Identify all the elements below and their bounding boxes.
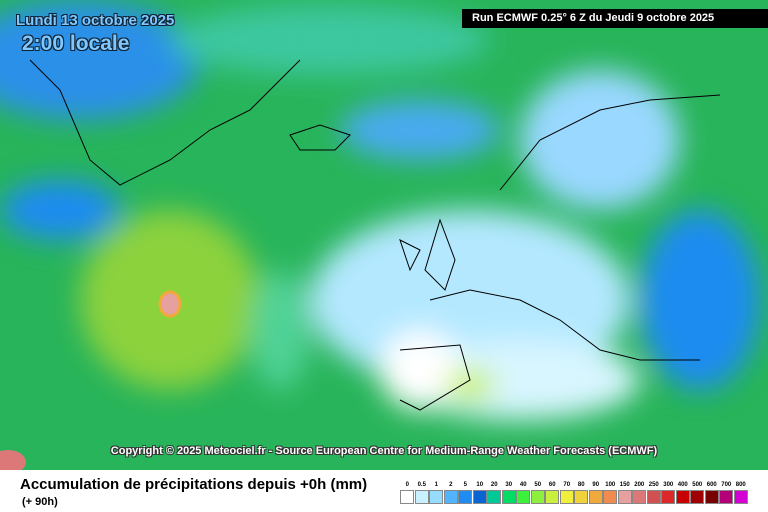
legend-item: 1 — [429, 481, 444, 504]
map-title: Accumulation de précipitations depuis +0… — [20, 476, 368, 493]
legend-item: 2 — [443, 481, 459, 504]
legend-label: 40 — [519, 482, 527, 488]
legend-swatch — [704, 490, 719, 504]
legend-label: 700 — [721, 482, 732, 488]
legend-swatch — [501, 490, 516, 504]
legend-item: 50 — [530, 481, 546, 504]
legend-swatch — [690, 490, 705, 504]
legend-label: 30 — [505, 482, 513, 488]
legend-item: 90 — [588, 481, 604, 504]
legend-label: 300 — [663, 482, 674, 488]
legend-item: 300 — [661, 481, 676, 504]
legend-item: 150 — [617, 481, 633, 504]
legend-label: 70 — [563, 482, 571, 488]
legend-swatch — [719, 490, 734, 504]
legend-swatch — [530, 490, 545, 504]
legend-item: 600 — [704, 481, 720, 504]
legend-item: 800 — [733, 481, 749, 504]
legend-label: 2 — [449, 482, 453, 488]
legend-label: 250 — [648, 482, 659, 488]
legend-swatch — [675, 490, 690, 504]
legend: 0 0.5 1 2 5 10 20 30 40 50 60 70 80 90 100 150 200 250 300… — [400, 481, 748, 504]
legend-swatch — [516, 490, 531, 504]
legend-swatch — [588, 490, 603, 504]
legend-swatch — [400, 490, 415, 504]
legend-label: 20 — [490, 482, 498, 488]
precip-map — [0, 0, 768, 470]
legend-label: 600 — [706, 482, 717, 488]
legend-item: 0.5 — [414, 481, 430, 504]
legend-item: 30 — [501, 481, 517, 504]
legend-swatch — [661, 490, 676, 504]
legend-swatch — [574, 490, 589, 504]
legend-item: 100 — [603, 481, 618, 504]
legend-swatch — [646, 490, 661, 504]
legend-label: 0.5 — [417, 482, 426, 488]
legend-swatch — [487, 490, 502, 504]
legend-item: 70 — [559, 481, 575, 504]
legend-swatch — [632, 490, 647, 504]
legend-label: 5 — [463, 482, 467, 488]
lead-time: (+ 90h) — [22, 496, 58, 508]
legend-item: 0 — [400, 481, 415, 504]
date: Lundi 13 octobre 2025 — [16, 12, 175, 29]
legend-item: 250 — [646, 481, 662, 504]
legend-label: 60 — [548, 482, 556, 488]
legend-item: 700 — [719, 481, 734, 504]
legend-label: 100 — [605, 482, 616, 488]
legend-swatch — [414, 490, 429, 504]
legend-label: 400 — [677, 482, 688, 488]
legend-label: 80 — [577, 482, 585, 488]
legend-swatch — [559, 490, 574, 504]
legend-item: 20 — [487, 481, 502, 504]
legend-item: 10 — [472, 481, 488, 504]
legend-swatch — [458, 490, 473, 504]
legend-label: 800 — [735, 482, 746, 488]
legend-swatch — [733, 490, 748, 504]
legend-label: 10 — [476, 482, 484, 488]
legend-item: 80 — [574, 481, 589, 504]
copyright: Copyright © 2025 Meteociel.fr - Source E… — [110, 445, 658, 457]
legend-item: 400 — [675, 481, 691, 504]
legend-swatch — [429, 490, 444, 504]
legend-item: 200 — [632, 481, 647, 504]
legend-label: 50 — [534, 482, 542, 488]
legend-label: 1 — [434, 482, 438, 488]
legend-swatch — [617, 490, 632, 504]
legend-item: 60 — [545, 481, 560, 504]
run-info: Run ECMWF 0.25° 6 Z du Jeudi 9 octobre 2… — [462, 9, 768, 28]
legend-swatch — [472, 490, 487, 504]
legend-swatch — [545, 490, 560, 504]
legend-label: 500 — [692, 482, 703, 488]
local-time: 2:00 locale — [22, 32, 130, 55]
legend-label: 0 — [405, 482, 409, 488]
legend-swatch — [603, 490, 618, 504]
legend-swatch — [443, 490, 458, 504]
legend-item: 40 — [516, 481, 531, 504]
legend-label: 90 — [592, 482, 600, 488]
legend-item: 500 — [690, 481, 705, 504]
legend-label: 150 — [619, 482, 630, 488]
legend-label: 200 — [634, 482, 645, 488]
legend-item: 5 — [458, 481, 473, 504]
